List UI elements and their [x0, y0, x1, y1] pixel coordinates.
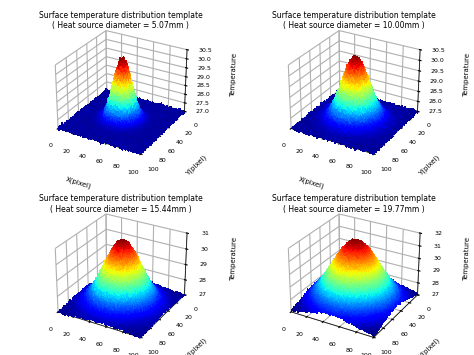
Title: Surface temperature distribution template
( Heat source diameter = 19.77mm ): Surface temperature distribution templat… — [272, 194, 436, 213]
Title: Surface temperature distribution template
( Heat source diameter = 15.44mm ): Surface temperature distribution templat… — [38, 194, 202, 213]
Y-axis label: Y(pixel): Y(pixel) — [184, 337, 208, 355]
Y-axis label: Y(pixel): Y(pixel) — [418, 337, 441, 355]
Title: Surface temperature distribution template
( Heat source diameter = 10.00mm ): Surface temperature distribution templat… — [272, 11, 436, 30]
Y-axis label: Y(pixel): Y(pixel) — [418, 154, 441, 177]
X-axis label: X(pixel): X(pixel) — [65, 176, 92, 190]
Y-axis label: Y(pixel): Y(pixel) — [184, 154, 208, 177]
Title: Surface temperature distribution template
( Heat source diameter = 5.07mm ): Surface temperature distribution templat… — [38, 11, 202, 30]
X-axis label: X(pixel): X(pixel) — [298, 176, 325, 190]
